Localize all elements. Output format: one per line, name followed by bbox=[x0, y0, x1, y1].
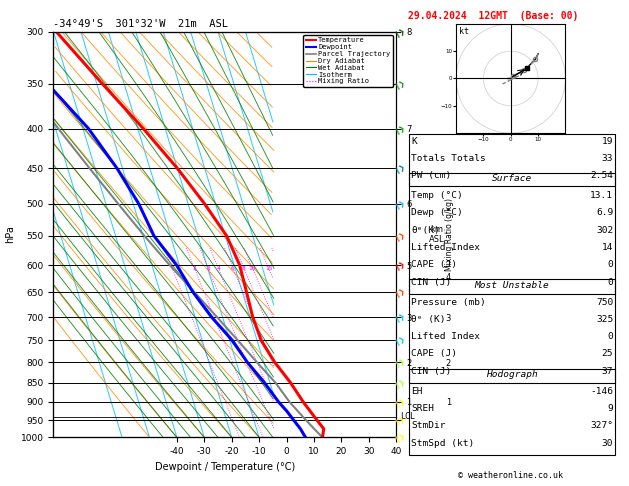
Text: Totals Totals: Totals Totals bbox=[411, 154, 486, 163]
Text: ❙❯: ❙❯ bbox=[393, 286, 407, 298]
Text: CIN (J): CIN (J) bbox=[411, 366, 452, 376]
Text: 325: 325 bbox=[596, 315, 613, 324]
Text: Most Unstable: Most Unstable bbox=[475, 281, 549, 290]
Text: 6.9: 6.9 bbox=[596, 208, 613, 218]
Text: 0: 0 bbox=[608, 332, 613, 341]
Text: Lifted Index: Lifted Index bbox=[411, 243, 481, 252]
Text: ❙❯: ❙❯ bbox=[393, 396, 407, 408]
Text: kt: kt bbox=[459, 27, 469, 35]
Text: 750: 750 bbox=[596, 297, 613, 307]
Text: 327°: 327° bbox=[590, 421, 613, 431]
Text: 6: 6 bbox=[231, 265, 235, 271]
Text: 33: 33 bbox=[602, 154, 613, 163]
Text: 15: 15 bbox=[265, 265, 272, 271]
Text: 0: 0 bbox=[608, 260, 613, 269]
Text: Temp (°C): Temp (°C) bbox=[411, 191, 463, 200]
Text: ❙❯: ❙❯ bbox=[393, 198, 407, 210]
Text: 2: 2 bbox=[192, 265, 196, 271]
Text: ❙❯: ❙❯ bbox=[393, 122, 407, 135]
Text: 29.04.2024  12GMT  (Base: 00): 29.04.2024 12GMT (Base: 00) bbox=[408, 11, 578, 21]
Text: SREH: SREH bbox=[411, 404, 435, 413]
Text: Lifted Index: Lifted Index bbox=[411, 332, 481, 341]
Text: ❙❯: ❙❯ bbox=[393, 414, 407, 426]
Text: Dewp (°C): Dewp (°C) bbox=[411, 208, 463, 218]
Text: ❙❯: ❙❯ bbox=[393, 259, 407, 271]
Text: 37: 37 bbox=[602, 366, 613, 376]
Text: ❙❯: ❙❯ bbox=[393, 377, 407, 389]
Text: 10: 10 bbox=[248, 265, 256, 271]
Text: 8: 8 bbox=[242, 265, 246, 271]
Text: CIN (J): CIN (J) bbox=[411, 278, 452, 287]
Text: LCL: LCL bbox=[401, 412, 415, 421]
Text: 13.1: 13.1 bbox=[590, 191, 613, 200]
X-axis label: Dewpoint / Temperature (°C): Dewpoint / Temperature (°C) bbox=[155, 462, 295, 472]
Text: CAPE (J): CAPE (J) bbox=[411, 349, 457, 359]
Text: -34°49'S  301°32'W  21m  ASL: -34°49'S 301°32'W 21m ASL bbox=[53, 19, 228, 30]
Text: StmDir: StmDir bbox=[411, 421, 446, 431]
Text: 9: 9 bbox=[608, 404, 613, 413]
Text: Hodograph: Hodograph bbox=[486, 370, 538, 379]
Text: ❙❯: ❙❯ bbox=[393, 26, 407, 37]
Text: Mixing Ratio (g/kg): Mixing Ratio (g/kg) bbox=[445, 198, 454, 271]
Legend: Temperature, Dewpoint, Parcel Trajectory, Dry Adiabat, Wet Adiabat, Isotherm, Mi: Temperature, Dewpoint, Parcel Trajectory… bbox=[303, 35, 392, 87]
Text: ❙❯: ❙❯ bbox=[393, 356, 407, 368]
Text: © weatheronline.co.uk: © weatheronline.co.uk bbox=[459, 471, 563, 480]
Y-axis label: km
ASL: km ASL bbox=[428, 225, 444, 244]
Text: 2.54: 2.54 bbox=[590, 171, 613, 180]
Text: ❙❯: ❙❯ bbox=[393, 334, 407, 347]
Text: 1: 1 bbox=[170, 265, 174, 271]
Text: θᵉ(K): θᵉ(K) bbox=[411, 226, 440, 235]
Text: θᵉ (K): θᵉ (K) bbox=[411, 315, 446, 324]
Text: Surface: Surface bbox=[492, 174, 532, 184]
Text: ❙❯: ❙❯ bbox=[393, 162, 407, 174]
Y-axis label: hPa: hPa bbox=[5, 226, 15, 243]
Text: ❙❯: ❙❯ bbox=[393, 78, 407, 89]
Text: ❙❯: ❙❯ bbox=[393, 230, 407, 242]
Text: 3: 3 bbox=[206, 265, 210, 271]
Text: PW (cm): PW (cm) bbox=[411, 171, 452, 180]
Text: StmSpd (kt): StmSpd (kt) bbox=[411, 438, 475, 448]
Text: 30: 30 bbox=[602, 438, 613, 448]
Text: ❙❯: ❙❯ bbox=[393, 311, 407, 323]
Text: -146: -146 bbox=[590, 387, 613, 396]
Text: EH: EH bbox=[411, 387, 423, 396]
Text: 14: 14 bbox=[602, 243, 613, 252]
Text: 0: 0 bbox=[608, 278, 613, 287]
Text: CAPE (J): CAPE (J) bbox=[411, 260, 457, 269]
Text: Pressure (mb): Pressure (mb) bbox=[411, 297, 486, 307]
Text: 25: 25 bbox=[602, 349, 613, 359]
Text: K: K bbox=[411, 137, 417, 146]
Text: 4: 4 bbox=[216, 265, 220, 271]
Text: 19: 19 bbox=[602, 137, 613, 146]
Text: 302: 302 bbox=[596, 226, 613, 235]
Text: ❙❯: ❙❯ bbox=[393, 432, 407, 443]
